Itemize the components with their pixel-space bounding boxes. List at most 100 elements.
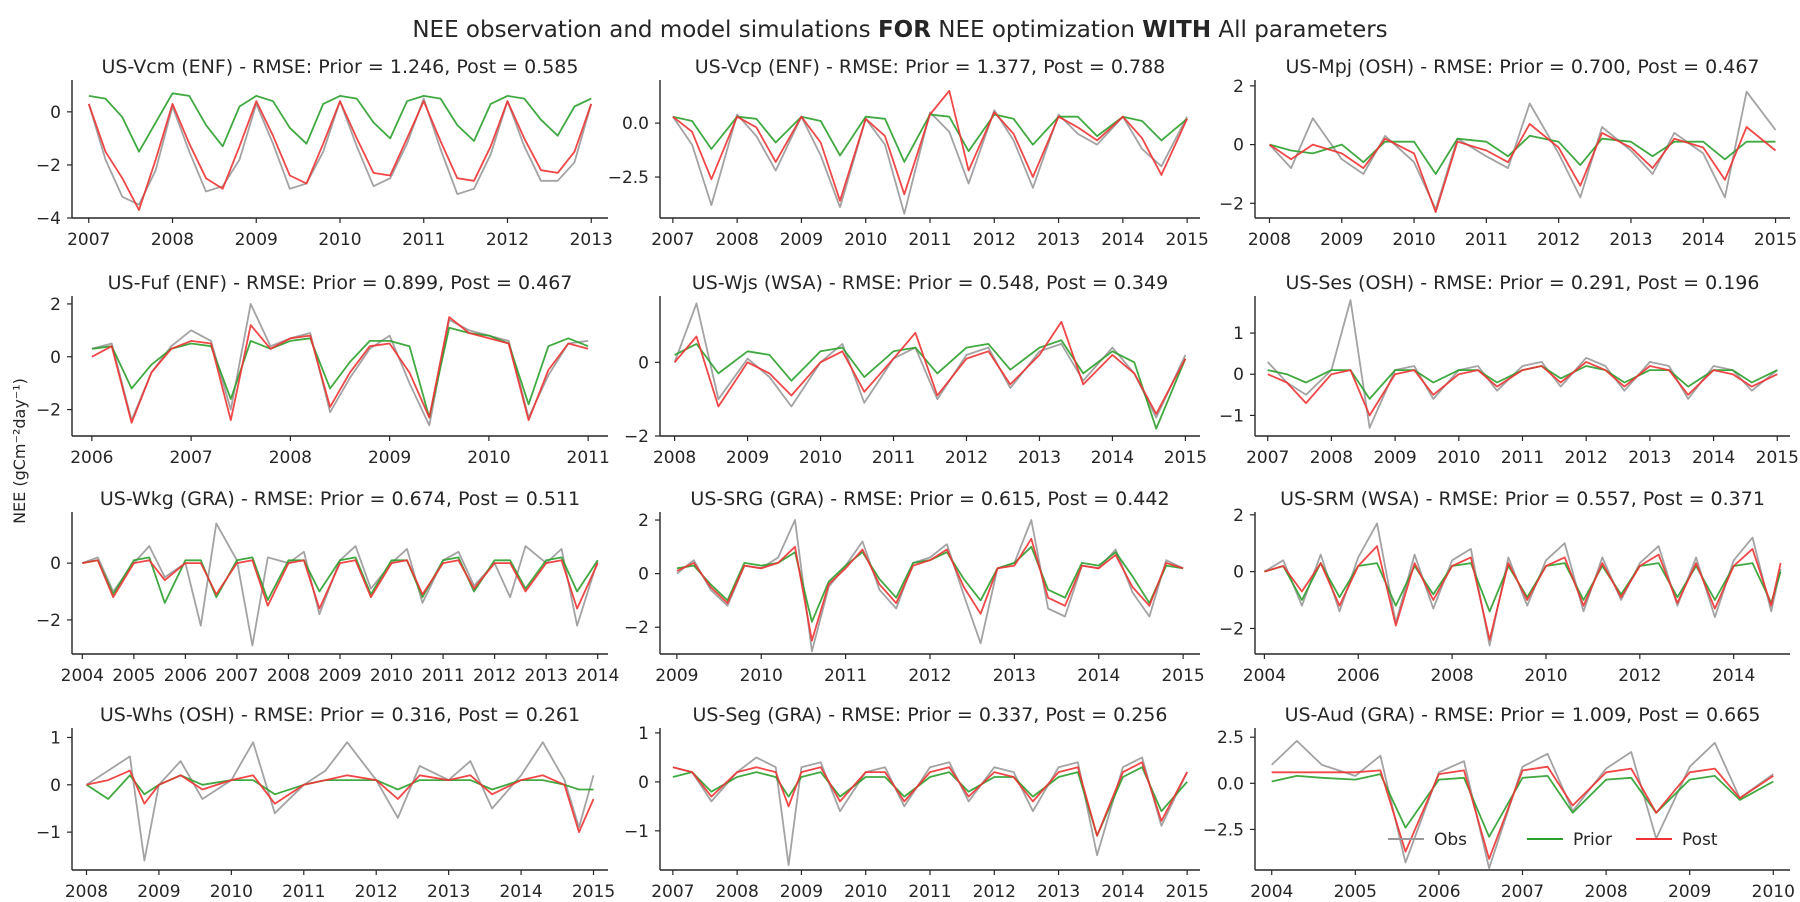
x-tick-label: 2013: [1628, 448, 1671, 468]
x-tick-label: 2014: [1077, 666, 1120, 686]
subplot-title: US-Aud (GRA) - RMSE: Prior = 1.009, Post…: [1285, 704, 1761, 726]
x-tick-label: 2009: [137, 882, 180, 902]
y-tick-label: 0.0: [622, 114, 649, 134]
y-tick-label: 1: [50, 728, 61, 748]
x-tick-label: 2008: [716, 230, 759, 250]
subplot-title: US-Vcp (ENF) - RMSE: Prior = 1.377, Post…: [695, 56, 1166, 78]
series-group: [1267, 299, 1778, 429]
series-line-post: [673, 320, 1187, 415]
x-tick-label: 2004: [61, 666, 104, 686]
series-line-obs: [1263, 522, 1782, 647]
x-tick-label: 2008: [716, 882, 759, 902]
series-line-post: [672, 761, 1188, 837]
series-group: [86, 741, 595, 862]
series-line-post: [672, 89, 1188, 202]
subplot-9: US-SRM (WSA) - RMSE: Prior = 0.557, Post…: [1219, 488, 1790, 686]
panel-grid: US-Vcm (ENF) - RMSE: Prior = 1.246, Post…: [36, 56, 1799, 902]
x-tick-label: 2008: [1310, 448, 1353, 468]
x-tick-label: 2011: [282, 882, 325, 902]
series-line-post: [1267, 360, 1778, 417]
subplot-3: US-Mpj (OSH) - RMSE: Prior = 0.700, Post…: [1219, 56, 1797, 250]
series-line-obs: [676, 519, 1184, 653]
subplot-title: US-Ses (OSH) - RMSE: Prior = 0.291, Post…: [1286, 272, 1760, 294]
series-line-prior: [672, 766, 1188, 837]
x-tick-label: 2015: [1166, 882, 1209, 902]
subplot-5: US-Wjs (WSA) - RMSE: Prior = 0.548, Post…: [624, 272, 1207, 468]
y-tick-label: 2: [638, 511, 649, 531]
x-tick-label: 2011: [824, 666, 867, 686]
x-tick-label: 2015: [572, 882, 615, 902]
series-line-obs: [1271, 740, 1774, 870]
x-tick-label: 2013: [1037, 230, 1080, 250]
series-line-post: [1268, 123, 1777, 214]
x-tick-label: 2013: [993, 666, 1036, 686]
y-tick-label: −2: [36, 401, 61, 421]
legend-label-post: Post: [1682, 830, 1718, 850]
series-line-prior: [88, 92, 592, 153]
subplot-12: US-Aud (GRA) - RMSE: Prior = 1.009, Post…: [1203, 704, 1795, 902]
x-tick-label: 2011: [1501, 448, 1544, 468]
x-tick-label: 2010: [1392, 230, 1435, 250]
series-group: [676, 519, 1184, 653]
x-tick-label: 2008: [1430, 666, 1473, 686]
x-tick-label: 2014: [1692, 448, 1735, 468]
x-tick-label: 2012: [973, 230, 1016, 250]
x-tick-label: 2010: [844, 882, 887, 902]
x-tick-label: 2007: [651, 230, 694, 250]
y-tick-label: 1: [638, 724, 649, 744]
x-tick-label: 2014: [1682, 230, 1725, 250]
x-tick-label: 2006: [164, 666, 207, 686]
x-tick-label: 2009: [368, 448, 411, 468]
x-tick-label: 2009: [1373, 448, 1416, 468]
series-group: [91, 302, 589, 427]
series-line-obs: [81, 522, 599, 647]
x-tick-label: 2015: [1754, 230, 1797, 250]
x-tick-label: 2010: [370, 666, 413, 686]
x-tick-label: 2012: [945, 448, 988, 468]
y-tick-label: −2: [624, 618, 649, 638]
title-part: NEE optimization: [931, 17, 1142, 43]
x-tick-label: 2004: [1243, 666, 1286, 686]
title-part: NEE observation and model simulations: [412, 17, 878, 43]
subplot-2: US-Vcp (ENF) - RMSE: Prior = 1.377, Post…: [608, 56, 1209, 250]
y-tick-label: 0: [50, 348, 61, 368]
x-tick-label: 2009: [1320, 230, 1363, 250]
series-line-post: [676, 537, 1184, 642]
x-tick-label: 2004: [1250, 882, 1293, 902]
x-tick-label: 2011: [1465, 230, 1508, 250]
x-tick-label: 2013: [1609, 230, 1652, 250]
legend-label-prior: Prior: [1573, 830, 1612, 850]
x-tick-label: 2013: [525, 666, 568, 686]
x-tick-label: 2010: [1752, 882, 1795, 902]
title-part: WITH: [1142, 17, 1211, 43]
series-line-post: [1271, 765, 1774, 860]
x-tick-label: 2007: [1501, 882, 1544, 902]
series-line-post: [82, 559, 599, 610]
x-tick-label: 2009: [780, 882, 823, 902]
series-line-obs: [672, 109, 1188, 215]
x-tick-label: 2009: [318, 666, 361, 686]
x-tick-label: 2013: [570, 230, 613, 250]
x-tick-label: 2010: [740, 666, 783, 686]
x-tick-label: 2009: [726, 448, 769, 468]
y-tick-label: 0: [638, 565, 649, 585]
y-axis-label: NEE (gCm⁻²day⁻¹): [10, 378, 29, 524]
x-tick-label: 2010: [210, 882, 253, 902]
x-tick-label: 2005: [112, 666, 155, 686]
subplot-7: US-Wkg (GRA) - RMSE: Prior = 0.674, Post…: [36, 488, 619, 686]
series-line-post: [86, 769, 595, 833]
x-tick-label: 2015: [1756, 448, 1799, 468]
x-tick-label: 2007: [1246, 448, 1289, 468]
series-group: [1271, 740, 1774, 870]
x-tick-label: 2012: [355, 882, 398, 902]
x-tick-label: 2011: [421, 666, 464, 686]
y-tick-label: −4: [36, 209, 61, 229]
series-line-post: [87, 100, 593, 211]
x-tick-label: 2006: [1337, 666, 1380, 686]
subplot-title: US-Wjs (WSA) - RMSE: Prior = 0.548, Post…: [692, 272, 1168, 294]
subplot-4: US-Fuf (ENF) - RMSE: Prior = 0.899, Post…: [36, 272, 610, 468]
y-tick-label: 0: [50, 103, 61, 123]
series-group: [1268, 90, 1777, 214]
series-line-prior: [1269, 134, 1776, 175]
